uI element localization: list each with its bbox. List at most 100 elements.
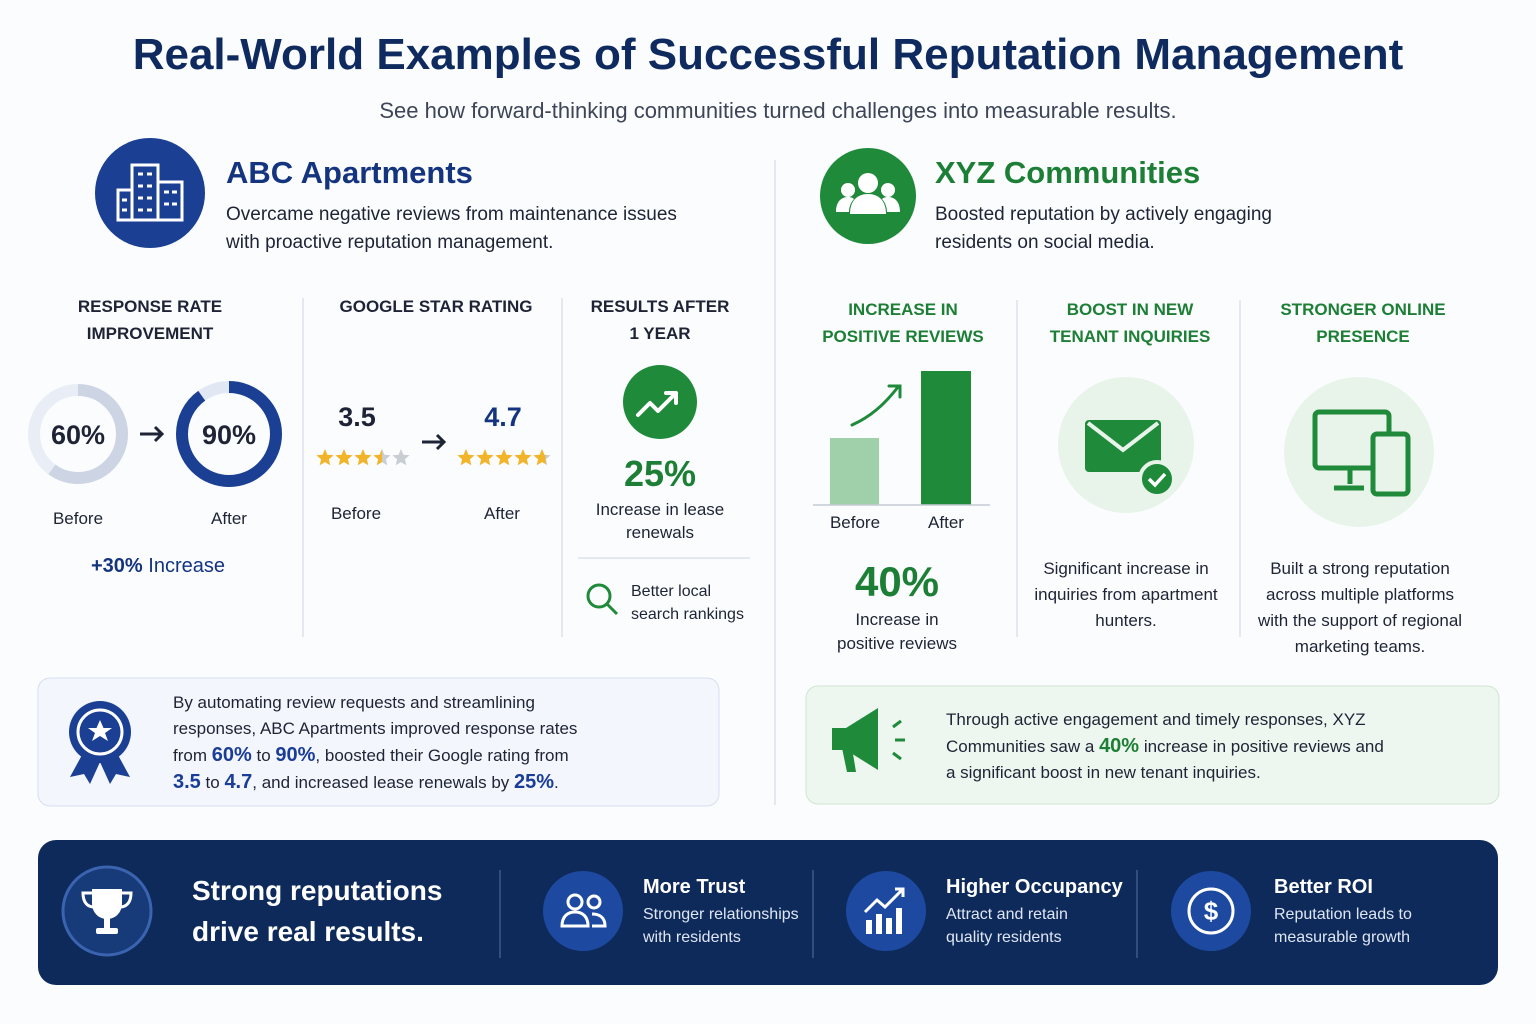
search-icon [586,583,619,616]
summary-figure: 3.5 [173,771,201,793]
footer-item-text: Reputation leads to measurable growth [1274,906,1412,946]
trend-icon [636,391,678,417]
after-bar [921,371,971,505]
summary-figure: 90% [275,744,316,766]
roi-icon-bg [1171,871,1251,951]
star [476,449,494,466]
abc-summary-box [37,677,720,807]
building-icon [116,163,184,222]
abc-name: ABC Apartments [226,155,473,190]
xyz-summary: Through active engagement and timely res… [946,707,1396,786]
trust-icon-bg [543,871,623,951]
check-bg [1138,460,1176,498]
summary-figure: 60% [211,744,252,766]
summary-text: By automating review requests and stream… [173,693,578,765]
star [457,449,475,466]
before-label: Before [330,504,382,523]
before-label: Before [829,513,881,532]
donuts [28,381,282,487]
summary-text: . [554,773,559,792]
star [335,449,353,466]
trust-icon [560,893,607,928]
star [514,449,532,466]
mail-flap [1086,421,1160,453]
rating-before: 3.5 [338,402,376,432]
summary-text: to [200,773,225,792]
megaphone-icon [832,708,905,772]
occupancy-icon-bg [846,871,926,951]
medal-icon [69,701,131,784]
reviews-text: Increase in positive reviews [837,610,957,653]
star [373,449,391,466]
xyz-description: Boosted reputation by actively engaging … [935,204,1272,253]
summary-figure: 25% [514,771,555,793]
xyz-summary-box [805,685,1500,805]
footer-item-title: Higher Occupancy [946,876,1123,898]
results-value: 25% [623,453,697,494]
ring-arc [176,381,282,487]
footer-item-text: Stronger relationships with residents [643,906,799,946]
inquiries-text: Significant increase in inquiries from a… [1034,559,1218,630]
xyz-name: XYZ Communities [935,155,1201,190]
results-text: Increase in lease renewals [595,500,725,542]
metric-heading: RESULTS AFTER 1 YEAR [590,297,730,343]
summary-text: , and increased lease renewals by [252,773,515,792]
people-icon [836,173,900,214]
metric-heading: BOOST IN NEW TENANT INQUIRIES [1049,300,1211,346]
change: +30% Increase [58,555,258,578]
footer-item-text: Attract and retain quality residents [946,906,1068,946]
change-value: +30% [91,555,143,577]
devices-icon-bg [1284,377,1434,527]
summary-figure: 4.7 [224,771,253,793]
results-extra: Better local search rankings [631,583,744,623]
reviews-value: 40% [854,558,940,605]
devices-icon [1312,409,1411,497]
after-value: 90% [201,420,257,450]
before-value: 60% [50,420,106,450]
occupancy-icon [863,887,905,934]
summary-text: Through active engagement and timely res… [946,710,1366,756]
footer-bg [38,840,1498,985]
star [354,449,372,466]
dividers [302,160,1241,805]
footer-item-title: More Trust [643,876,746,898]
footer-dividers [499,870,1138,958]
star [392,449,410,466]
check [1147,472,1167,488]
after-label: After [928,513,964,532]
stars [316,449,551,466]
after-label: After [484,504,520,523]
dollar-glyph: $ [1204,896,1219,926]
before-bar [830,438,879,505]
summary-figure: 40% [1099,735,1140,757]
change-text: Increase [148,555,225,577]
trophy-icon [81,889,133,934]
footer-item-title: Better ROI [1274,876,1373,898]
presence-text: Built a strong reputation across multipl… [1257,559,1463,656]
footer-tagline: Strong reputations drive real results. [192,875,443,947]
arrows [140,425,447,451]
rating-after: 4.7 [484,402,522,432]
subtitle: See how forward-thinking communities tur… [379,98,1177,123]
summary-text: , boosted their Google rating from [315,746,569,765]
summary-text: increase in positive reviews and a signi… [946,737,1384,782]
metric-heading: INCREASE IN POSITIVE REVIEWS [822,300,984,346]
metric-heading: GOOGLE STAR RATING [339,297,533,316]
abc-summary: By automating review requests and stream… [173,690,598,796]
star [533,449,551,466]
star [316,449,334,466]
trend-icon-bg [623,365,697,439]
summary-text: to [251,746,276,765]
metric-heading: RESPONSE RATE IMPROVEMENT [77,297,223,343]
metric-heading: STRONGER ONLINE PRESENCE [1280,300,1446,346]
title: Real-World Examples of Successful Reputa… [132,30,1404,79]
abc-description: Overcame negative reviews from maintenan… [226,204,677,253]
before-label: Before [52,509,104,528]
roi-icon [1187,887,1235,935]
after-label: After [211,509,247,528]
ring-arc [28,384,128,484]
abc-icon-bg [95,138,205,248]
